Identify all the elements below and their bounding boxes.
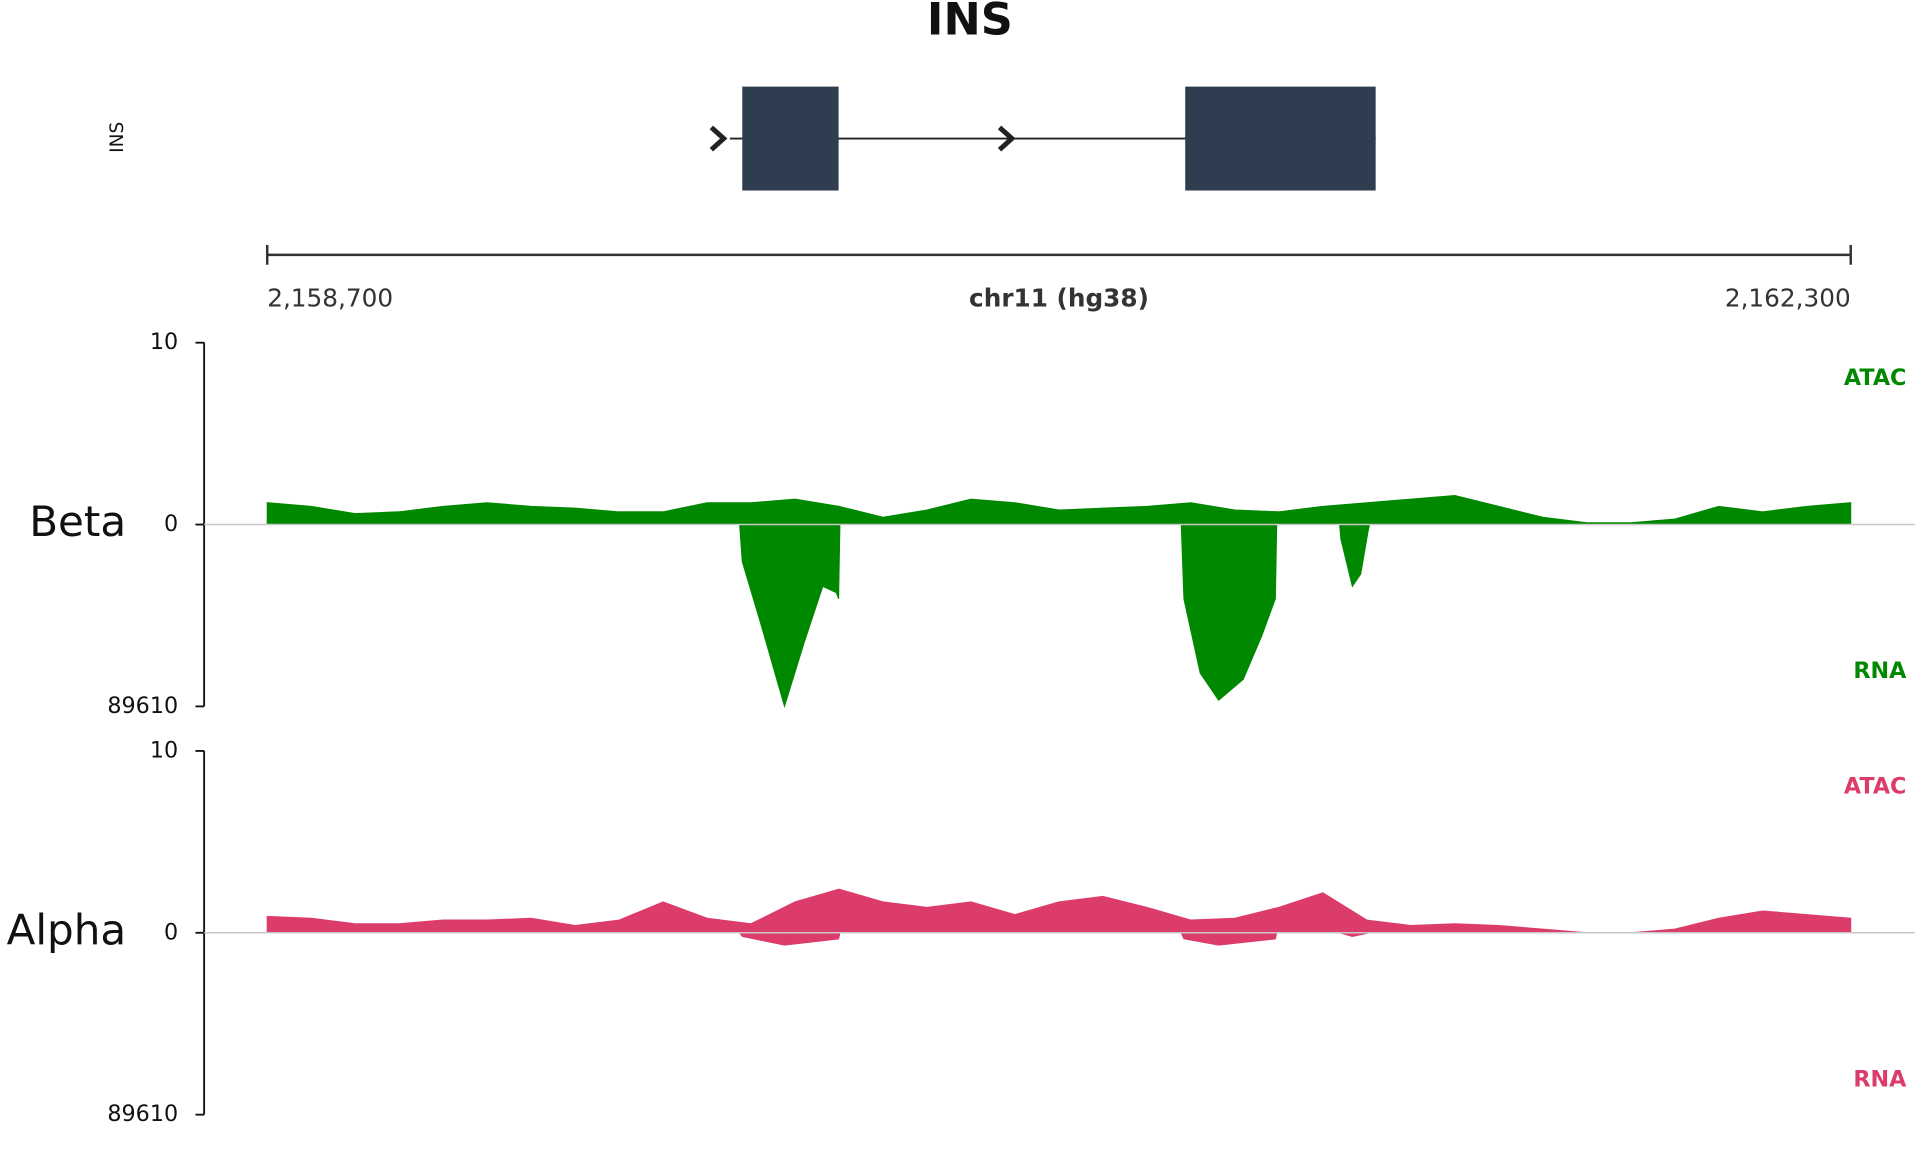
rna-area bbox=[267, 932, 1851, 946]
strand-arrow bbox=[997, 125, 1016, 152]
panel-label: Alpha bbox=[7, 905, 127, 954]
chart-title: INS bbox=[927, 0, 1013, 45]
y-tick-label: 0 bbox=[164, 919, 178, 945]
gene-track-label: INS bbox=[107, 122, 128, 153]
exon bbox=[742, 86, 839, 191]
exon bbox=[1185, 86, 1376, 191]
strand-arrow bbox=[709, 125, 728, 152]
y-tick-label: 10 bbox=[150, 329, 178, 355]
atac-area bbox=[266, 888, 1852, 934]
track-label: ATAC bbox=[1844, 365, 1907, 391]
x-tick-label: 2,158,700 bbox=[267, 283, 393, 312]
track-label: RNA bbox=[1853, 1067, 1907, 1093]
y-tick-label: 89610 bbox=[107, 1101, 178, 1127]
track-label: RNA bbox=[1853, 658, 1907, 684]
y-tick-label: 89610 bbox=[107, 693, 178, 719]
panel-label: Beta bbox=[29, 497, 126, 546]
y-tick-label: 0 bbox=[164, 511, 178, 537]
x-axis-label: chr11 (hg38) bbox=[969, 283, 1149, 312]
y-tick-label: 10 bbox=[150, 737, 178, 763]
atac-area bbox=[266, 494, 1852, 526]
x-tick-label: 2,162,300 bbox=[1725, 283, 1851, 312]
rna-area bbox=[267, 524, 1851, 709]
track-label: ATAC bbox=[1844, 773, 1907, 799]
